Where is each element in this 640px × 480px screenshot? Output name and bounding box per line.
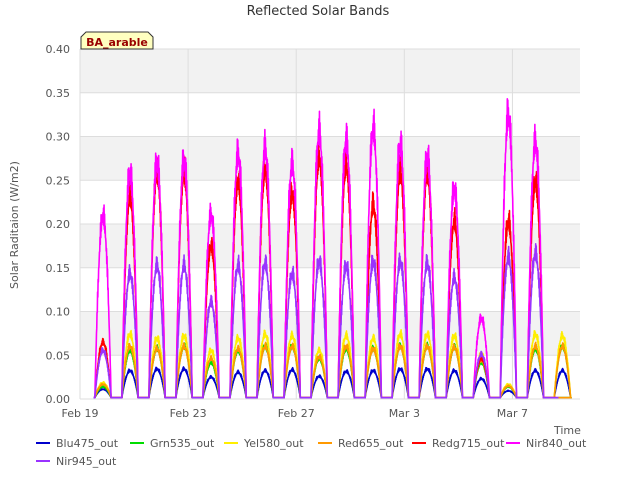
y-tick-label: 0.30	[46, 131, 71, 144]
site-badge-text: BA_arable	[86, 36, 148, 49]
series-line-Nir840_out	[93, 97, 559, 399]
y-tick-label: 0.00	[46, 393, 71, 406]
y-tick-label: 0.05	[46, 349, 71, 362]
legend-label-Red655_out: Red655_out	[338, 437, 404, 450]
plot-band	[80, 224, 580, 268]
plot-band	[80, 49, 580, 93]
chart-title: Reflected Solar Bands	[247, 4, 390, 19]
legend-label-Grn535_out: Grn535_out	[150, 437, 215, 450]
y-tick-label: 0.35	[46, 87, 71, 100]
legend-label-Yel580_out: Yel580_out	[243, 437, 304, 450]
site-badge: BA_arable	[80, 31, 154, 50]
series-line-Nir945_out	[93, 243, 559, 399]
y-tick-label: 0.15	[46, 262, 71, 275]
x-tick-label: Feb 19	[62, 407, 99, 420]
legend-label-Nir840_out: Nir840_out	[526, 437, 587, 450]
y-tick-label: 0.20	[46, 218, 71, 231]
x-tick-label: Feb 27	[278, 407, 315, 420]
x-axis-ticks: Feb 19 Feb 23 Feb 27 Mar 3 Mar 7	[62, 407, 529, 420]
y-axis-label: Solar Raditaion (W/m2)	[8, 161, 21, 289]
y-tick-label: 0.40	[46, 43, 71, 56]
plot-band	[80, 136, 580, 181]
y-tick-label: 0.25	[46, 174, 71, 187]
legend: Blu475_out Grn535_out Yel580_out Red655_out…	[36, 437, 587, 468]
series-layer	[93, 97, 572, 399]
x-tick-label: Mar 7	[497, 407, 528, 420]
y-tick-label: 0.10	[46, 306, 71, 319]
y-axis-ticks: 0.00 0.05 0.10 0.15 0.20 0.25 0.30 0.35 0.40	[46, 43, 71, 406]
plot-band	[80, 311, 580, 356]
x-axis-label: Time	[553, 424, 581, 437]
x-tick-label: Feb 23	[170, 407, 207, 420]
legend-label-Blu475_out: Blu475_out	[56, 437, 119, 450]
legend-label-Nir945_out: Nir945_out	[56, 455, 117, 468]
x-tick-label: Mar 3	[389, 407, 420, 420]
grid-lines	[79, 48, 580, 400]
site-badge-box	[80, 31, 154, 50]
legend-label-Redg715_out: Redg715_out	[432, 437, 505, 450]
